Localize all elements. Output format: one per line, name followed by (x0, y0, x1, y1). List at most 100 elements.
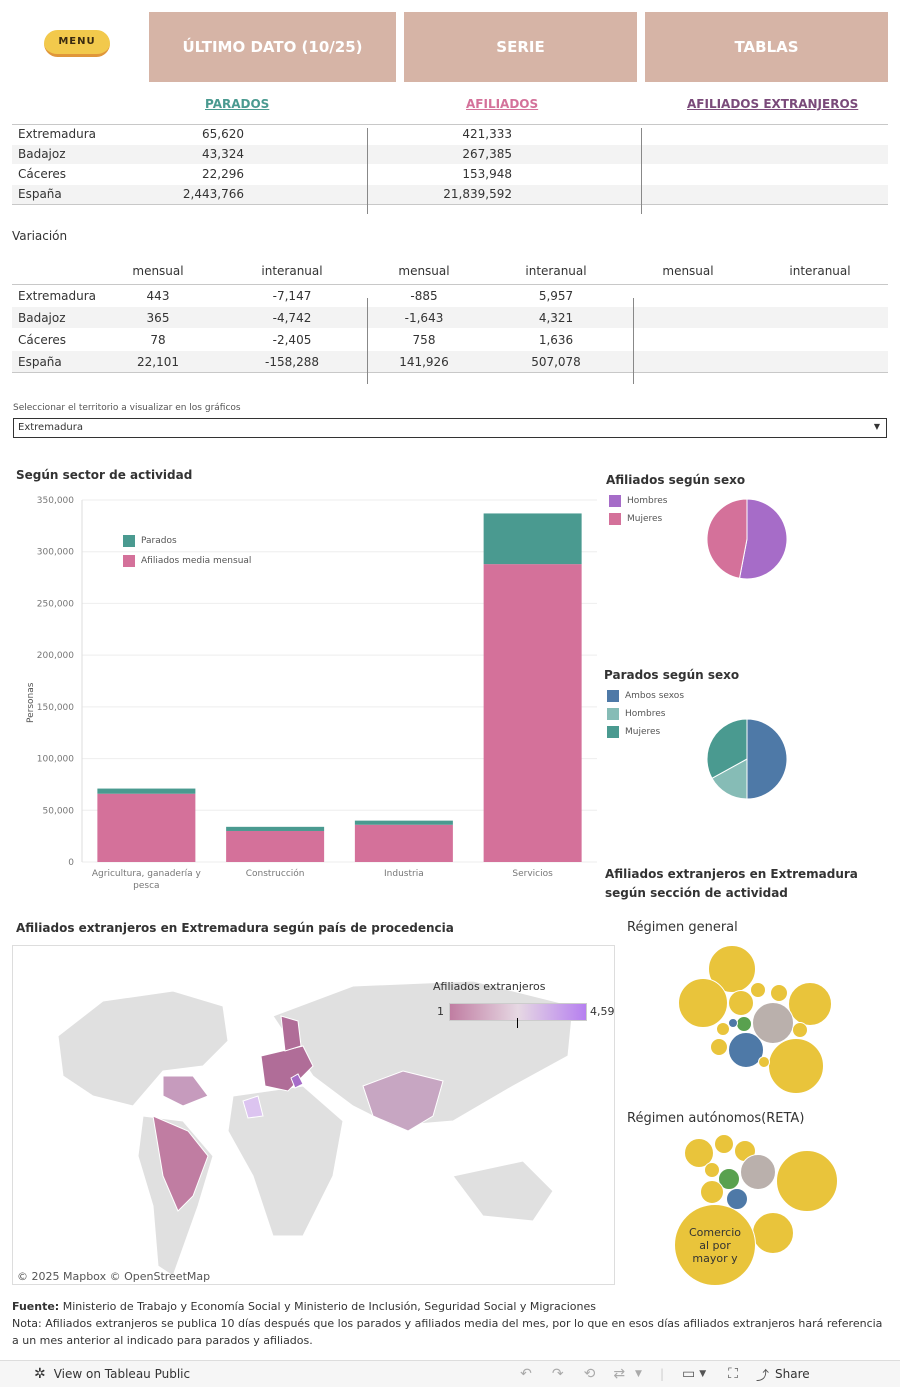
bubble[interactable] (792, 1022, 808, 1038)
y-tick-label: 0 (68, 858, 74, 868)
bar-parados[interactable] (226, 826, 325, 831)
bar-afiliados[interactable] (354, 824, 453, 862)
sector-bar-chart: 0 50,000 100,000 150,000 200,000 250,000 300,0… (37, 496, 597, 891)
redo-icon[interactable]: ↷ (551, 1366, 564, 1382)
legend-label: Parados (141, 536, 177, 546)
y-tick-label: 300,000 (37, 548, 74, 558)
legend-item-hombres[interactable]: Hombres (609, 495, 667, 507)
bubble[interactable] (758, 1056, 770, 1068)
world-map[interactable]: Afiliados extranjeros 1 4,593 © 2025 Map… (12, 945, 615, 1285)
cell-parados: 65,620 (202, 127, 244, 141)
pie-slice[interactable] (711, 758, 748, 800)
bubble[interactable] (678, 978, 728, 1028)
bubble[interactable] (728, 1018, 738, 1028)
legend-item-mujeres[interactable]: Mujeres (607, 726, 684, 738)
bubble[interactable] (788, 982, 832, 1026)
legend-item-parados[interactable]: Parados (123, 535, 251, 547)
divider (12, 124, 888, 125)
divider (12, 204, 888, 205)
territory-select-value: Extremadura (18, 422, 83, 433)
refresh-icon[interactable]: ⇄ (613, 1366, 626, 1382)
pie-slice[interactable] (706, 718, 748, 779)
chevron-down-icon[interactable]: ▼ (635, 1369, 642, 1379)
bubble-comercio[interactable]: Comercio al por mayor y (674, 1204, 756, 1286)
tab-tablas[interactable]: TABLAS (645, 12, 888, 82)
bar-parados[interactable] (483, 513, 582, 565)
bubble[interactable] (718, 1168, 740, 1190)
share-button[interactable]: Share (775, 1367, 810, 1381)
regimen-general-bubbles (670, 940, 850, 1100)
bar-parados[interactable] (354, 820, 453, 825)
bubble[interactable] (770, 984, 788, 1002)
map-title: Afiliados extranjeros en Extremadura seg… (16, 921, 454, 935)
bar-afiliados[interactable] (483, 564, 582, 862)
pie-slice[interactable] (746, 718, 788, 800)
tableau-toolbar: ✲ View on Tableau Public ↶ ↷ ⟲ ⇄ ▼ | ▭ ▼… (0, 1360, 900, 1387)
cell-variacion: -158,288 (265, 355, 319, 369)
chevron-down-icon[interactable]: ▼ (699, 1369, 707, 1379)
scandinavia (280, 1015, 302, 1052)
pie-slice[interactable] (706, 498, 748, 579)
bar-afiliados[interactable] (226, 830, 325, 862)
legend-item-hombres[interactable]: Hombres (607, 708, 684, 720)
cell-variacion: 78 (150, 333, 166, 347)
share-icon[interactable]: ⤴ (755, 1368, 769, 1384)
map-legend-gradient (449, 1003, 587, 1021)
legend-item-afiliados[interactable]: Afiliados media mensual (123, 555, 251, 567)
bubble[interactable] (768, 1038, 824, 1094)
y-tick-label: 250,000 (37, 599, 74, 609)
pie-slice[interactable] (738, 498, 788, 580)
bar-afiliados[interactable] (97, 793, 196, 862)
y-tick-label: 350,000 (37, 496, 74, 506)
bubble[interactable] (776, 1150, 838, 1212)
row-territorio: Cáceres (18, 167, 67, 181)
bubble[interactable] (714, 1134, 734, 1154)
comment-icon[interactable]: ▭ (682, 1366, 696, 1382)
row-stripe (12, 185, 888, 204)
bar-parados[interactable] (97, 788, 196, 794)
parados-sexo-title: Parados según sexo (604, 668, 740, 682)
row-territorio: Extremadura (18, 289, 96, 303)
tab-serie[interactable]: SERIE (404, 12, 637, 82)
cell-variacion: 22,101 (137, 355, 179, 369)
menu-button[interactable]: MENU (44, 30, 110, 57)
legend-item-ambos[interactable]: Ambos sexos (607, 690, 684, 702)
header-parados[interactable]: PARADOS (205, 97, 270, 111)
undo-icon[interactable]: ↶ (520, 1366, 532, 1382)
header-afiliados[interactable]: AFILIADOS (466, 97, 539, 111)
bubble[interactable] (728, 990, 754, 1016)
regimen-reta-title: Régimen autónomos(RETA) (627, 1111, 805, 1126)
header-afiliados-extranjeros[interactable]: AFILIADOS EXTRANJEROS (687, 97, 859, 111)
bubble[interactable] (750, 982, 766, 998)
bubble[interactable] (716, 1022, 730, 1036)
x-tick-label: pesca (133, 881, 159, 891)
legend-label: Hombres (627, 496, 668, 506)
afiliados-sexo-title: Afiliados según sexo (606, 473, 746, 487)
bubble[interactable] (700, 1180, 724, 1204)
bubble[interactable] (710, 1038, 728, 1056)
legend-swatch (123, 555, 135, 567)
bubble[interactable] (740, 1154, 776, 1190)
x-tick-label: Agricultura, ganadería y (92, 869, 202, 879)
morocco (242, 1095, 264, 1119)
map-legend-title: Afiliados extranjeros (433, 980, 546, 993)
legend-item-mujeres[interactable]: Mujeres (609, 513, 667, 525)
territory-select[interactable]: Extremadura ▼ (13, 418, 887, 438)
cell-variacion: 1,636 (538, 333, 574, 347)
fullscreen-icon[interactable]: ⛶ (728, 1366, 738, 1382)
map-legend-max: 4,593 (590, 1005, 615, 1018)
cell-parados: 2,443,766 (182, 187, 244, 201)
bubble[interactable] (736, 1016, 752, 1032)
tableau-logo-icon: ✲ (34, 1366, 46, 1382)
bubble[interactable] (752, 1212, 794, 1254)
cell-variacion: -885 (410, 289, 438, 303)
bubble[interactable] (704, 1162, 720, 1178)
revert-icon[interactable]: ⟲ (583, 1366, 596, 1382)
tab-ultimo-dato[interactable]: ÚLTIMO DATO (10/25) (149, 12, 396, 82)
dropdown-arrow-icon: ▼ (873, 422, 880, 431)
view-on-tableau-link[interactable]: View on Tableau Public (53, 1367, 191, 1381)
romania (290, 1073, 304, 1089)
cell-variacion: 4,321 (538, 311, 574, 325)
map-attribution[interactable]: © 2025 Mapbox © OpenStreetMap (17, 1270, 211, 1283)
legend-label: Hombres (625, 709, 666, 719)
